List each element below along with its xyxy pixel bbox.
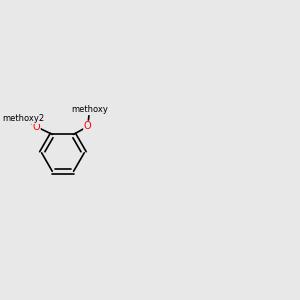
Text: methoxy: methoxy	[71, 106, 108, 115]
Text: methoxy2: methoxy2	[2, 114, 44, 123]
Text: O: O	[84, 122, 92, 131]
Text: O: O	[32, 122, 40, 132]
